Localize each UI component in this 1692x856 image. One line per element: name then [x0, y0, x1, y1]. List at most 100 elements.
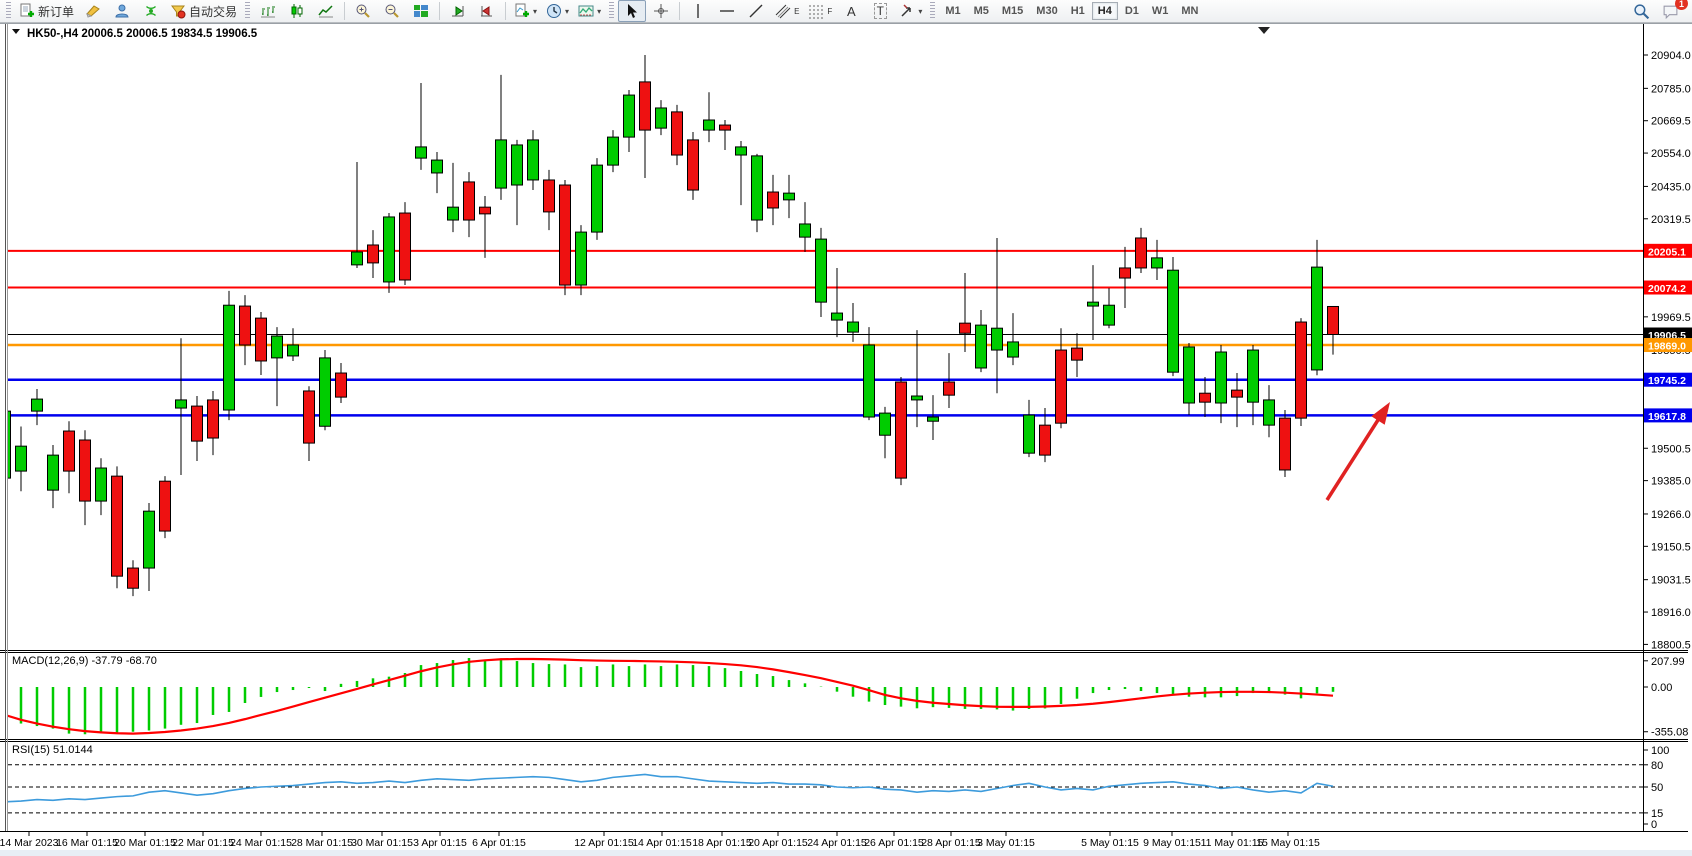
toolbar-grip[interactable] — [245, 2, 251, 20]
candle-body — [1167, 269, 1179, 373]
chart-shift-button[interactable] — [473, 0, 501, 22]
price-axis[interactable]: 20904.0 20785.0 20669.5 20554.0 20435.0 20319… — [1643, 24, 1692, 831]
toolbar-grip[interactable] — [6, 2, 11, 20]
candle-body — [943, 381, 955, 396]
macd-histogram-bar — [83, 687, 87, 735]
macd-histogram-bar — [1315, 687, 1319, 694]
price-tick-label: 19266.0 — [1651, 509, 1691, 521]
candle-body — [799, 223, 811, 238]
macd-histogram-bar — [35, 687, 39, 727]
macd-histogram-bar — [627, 666, 631, 687]
styler-button[interactable] — [79, 0, 107, 22]
signals-button[interactable] — [137, 0, 165, 22]
macd-histogram-bar — [595, 666, 599, 687]
timeframe-bar: M1 M5 M15 M30 H1 H4 D1 W1 MN — [939, 2, 1204, 20]
candle-body — [975, 324, 987, 369]
timeframe-button-m30[interactable]: M30 — [1036, 5, 1058, 17]
macd-pane[interactable] — [4, 657, 1335, 735]
label-tool-button[interactable]: T — [866, 0, 894, 22]
price-tick-label: 18916.0 — [1651, 607, 1691, 619]
cursor-button[interactable] — [618, 0, 647, 22]
new-chart-button[interactable]: ▾ — [510, 0, 541, 22]
macd-histogram-bar — [131, 687, 135, 732]
chart-title-text: HK50-,H4 20006.5 20006.5 19834.5 19906.5 — [27, 28, 258, 40]
macd-histogram-bar — [947, 687, 951, 708]
new-order-button[interactable]: 新订单 — [15, 0, 78, 22]
chart-shift-marker[interactable] — [1258, 27, 1270, 34]
timeframe-button-h1[interactable]: H1 — [1070, 5, 1085, 17]
rsi-label: RSI(15) 51.0144 — [12, 744, 93, 756]
timeframe-button-h4[interactable]: H4 — [1091, 2, 1118, 20]
toolbar-grip[interactable] — [930, 2, 936, 20]
period-button[interactable]: ▾ — [542, 0, 573, 22]
autotrade-button[interactable]: 自动交易 — [166, 0, 241, 22]
timeframe-button-m15[interactable]: M15 — [1001, 5, 1024, 17]
annotation-arrow[interactable] — [1325, 402, 1390, 501]
chart-area[interactable]: HK50-,H4 20006.5 20006.5 19834.5 19906.5… — [0, 23, 1692, 856]
fibonacci-button[interactable]: F — [804, 0, 836, 22]
toolbar-grip[interactable] — [609, 2, 615, 20]
notification-badge: 1 — [1675, 0, 1688, 10]
price-tag-label: 20205.1 — [1648, 246, 1686, 258]
timeframe-button-m5[interactable]: M5 — [973, 5, 989, 17]
notifications-button[interactable]: 1 — [1656, 0, 1688, 22]
macd-histogram-bar — [1283, 687, 1287, 695]
price-tick-label: 19385.0 — [1651, 476, 1691, 488]
macd-histogram-bar — [755, 674, 759, 687]
autoscroll-button[interactable] — [444, 0, 472, 22]
rsi-pane[interactable] — [5, 764, 1643, 814]
timeframe-button-d1[interactable]: D1 — [1124, 5, 1139, 17]
candle-body — [831, 312, 843, 321]
fibonacci-label: F — [827, 6, 833, 16]
timeframe-button-w1[interactable]: W1 — [1151, 5, 1169, 17]
price-tag-19906.5 — [1644, 327, 1692, 342]
macd-histogram-bar — [499, 658, 503, 687]
candle-body — [735, 146, 747, 156]
macd-histogram-bar — [1059, 687, 1063, 705]
community-button[interactable] — [108, 0, 136, 22]
timeframe-button-mn[interactable]: MN — [1181, 5, 1199, 17]
macd-histogram-bar — [1011, 687, 1015, 711]
new-order-icon — [20, 3, 34, 17]
macd-tick-label: -355.08 — [1651, 727, 1688, 739]
time-tick-label: 30 Mar 01:15 — [351, 837, 413, 849]
channel-button[interactable]: E — [771, 0, 803, 22]
trendline-button[interactable] — [742, 0, 770, 22]
macd-histogram-bar — [659, 666, 663, 687]
macd-histogram-bar — [1091, 687, 1095, 694]
price-tick-label: 20554.0 — [1651, 148, 1691, 160]
zoom-in-button[interactable] — [349, 0, 377, 22]
template-button[interactable]: ▾ — [574, 0, 605, 22]
tile-windows-button[interactable] — [407, 0, 435, 22]
time-tick-label: 14 Mar 2023 — [0, 837, 59, 849]
candle-body — [1135, 237, 1147, 269]
candlestick-button[interactable] — [283, 0, 311, 22]
timeframe-button-m1[interactable]: M1 — [945, 5, 961, 17]
signals-icon — [146, 5, 156, 17]
zoom-out-button[interactable] — [378, 0, 406, 22]
macd-signal-line — [8, 657, 1334, 735]
macd-histogram-bar — [179, 687, 183, 725]
chart-canvas[interactable]: HK50-,H4 20006.5 20006.5 19834.5 19906.5… — [0, 23, 1692, 856]
candle-body — [207, 399, 219, 439]
candlestick-icon — [291, 4, 303, 18]
candle-body — [63, 430, 75, 472]
macd-histogram-bar — [995, 687, 999, 710]
bar-chart-button[interactable] — [254, 0, 282, 22]
price-tag-20205.1 — [1644, 243, 1692, 258]
candle-body — [1215, 351, 1227, 404]
price-tag-label: 19745.2 — [1648, 375, 1686, 387]
crosshair-button[interactable] — [647, 0, 675, 22]
vertical-line-button[interactable] — [684, 0, 712, 22]
search-button[interactable] — [1627, 0, 1655, 22]
candle-body — [447, 206, 459, 221]
time-tick-label: 18 Apr 01:15 — [692, 837, 752, 849]
symbol-collapse-icon[interactable] — [12, 29, 20, 34]
text-tool-button[interactable]: A — [837, 0, 865, 22]
horizontal-line-button[interactable] — [713, 0, 741, 22]
main-pane[interactable] — [0, 55, 1643, 597]
arrows-tool-button[interactable]: ▾ — [895, 0, 926, 22]
candle-body — [463, 181, 475, 221]
line-chart-button[interactable] — [312, 0, 340, 22]
